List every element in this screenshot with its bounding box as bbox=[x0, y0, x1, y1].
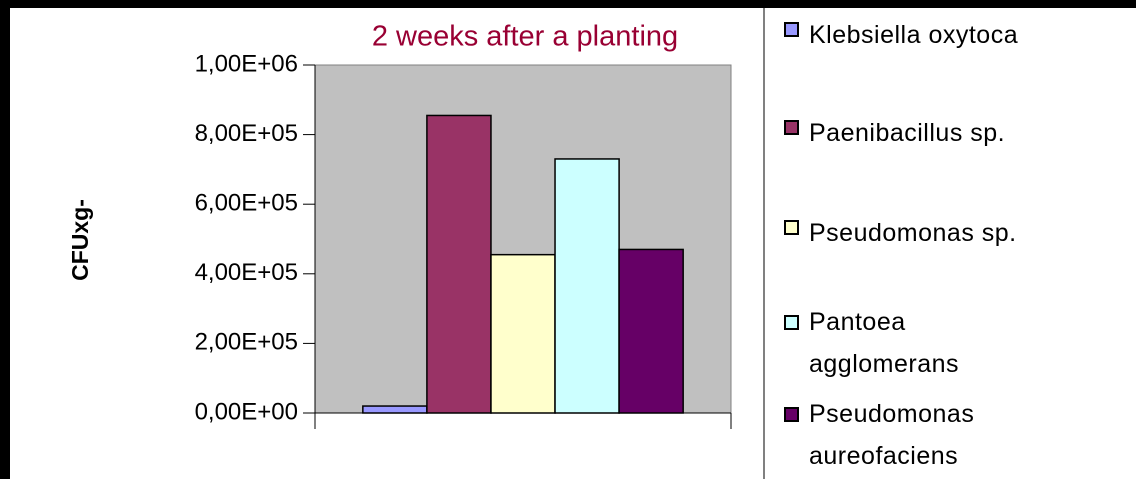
legend-swatch bbox=[784, 407, 799, 422]
legend-swatch bbox=[784, 220, 799, 235]
chart-title: 2 weeks after a planting bbox=[372, 21, 678, 53]
legend-label: Pseudomonas aureofaciens bbox=[809, 400, 975, 470]
legend-label: Klebsiella oxytoca bbox=[809, 21, 1019, 49]
legend-swatch bbox=[784, 120, 799, 135]
y-tick-label: 8,00E+05 bbox=[195, 120, 298, 147]
legend-item: Pseudomonas aureofaciens bbox=[784, 393, 1009, 477]
y-axis-label: CFUxg- bbox=[67, 199, 93, 281]
legend-item: Pseudomonas sp. bbox=[784, 212, 1136, 254]
legend-label: Pseudomonas sp. bbox=[809, 219, 1017, 247]
bar bbox=[490, 253, 556, 414]
y-tick-label: 1,00E+06 bbox=[195, 50, 298, 77]
left-border bbox=[0, 0, 10, 479]
legend-label: Paenibacillus sp. bbox=[809, 119, 1006, 147]
legend-item: Paenibacillus sp. bbox=[784, 112, 1136, 154]
legend-label: Pantoea agglomerans bbox=[809, 308, 960, 378]
legend-item: Pantoea agglomerans bbox=[784, 301, 1009, 385]
top-border bbox=[0, 0, 1136, 8]
legend-item: Klebsiella oxytoca bbox=[784, 14, 1136, 56]
y-tick-label: 4,00E+05 bbox=[195, 259, 298, 286]
legend: Klebsiella oxytoca Paenibacillus sp. Pseud… bbox=[764, 8, 1136, 479]
y-tick-label: 6,00E+05 bbox=[195, 190, 298, 217]
y-tick-label: 0,00E+00 bbox=[195, 398, 298, 425]
y-tick-label: 2,00E+05 bbox=[195, 329, 298, 356]
bar bbox=[618, 248, 684, 414]
bar bbox=[426, 114, 492, 414]
legend-swatch bbox=[784, 22, 799, 37]
bar bbox=[554, 158, 620, 414]
bar bbox=[362, 405, 428, 414]
legend-swatch bbox=[784, 315, 799, 330]
